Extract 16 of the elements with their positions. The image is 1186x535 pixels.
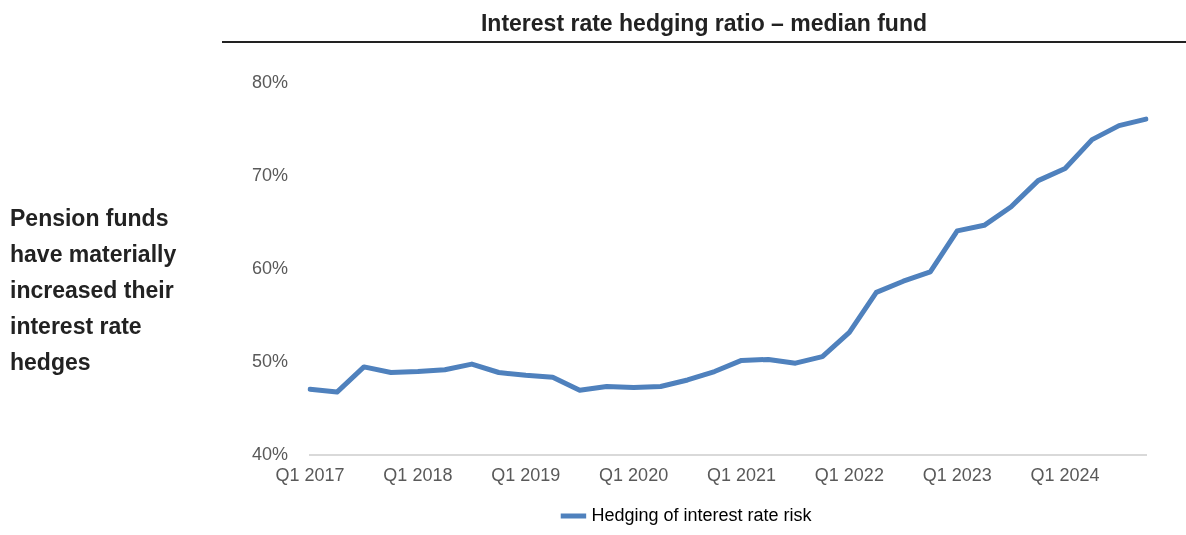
x-tick-label: Q1 2024 <box>1030 465 1100 486</box>
y-tick-label: 70% <box>252 164 289 185</box>
y-tick-label: 60% <box>252 258 289 279</box>
y-tick-label: 80% <box>252 71 289 92</box>
x-tick-label: Q1 2022 <box>814 465 884 486</box>
x-tick-label: Q1 2018 <box>383 465 453 486</box>
y-tick-label: 50% <box>252 351 289 372</box>
x-tick-label: Q1 2019 <box>491 465 561 486</box>
y-tick-label: 40% <box>252 444 289 465</box>
x-tick-label: Q1 2017 <box>275 465 345 486</box>
x-tick-label: Q1 2020 <box>599 465 669 486</box>
text: Pension funds have materially increased their interest rate hedges <box>10 204 178 377</box>
x-tick-label: Q1 2023 <box>922 465 992 486</box>
legend-label: Hedging of interest rate risk <box>591 504 813 525</box>
x-tick-label: Q1 2021 <box>706 465 777 486</box>
chart-title: Interest rate hedging ratio – median fund <box>222 10 1186 43</box>
